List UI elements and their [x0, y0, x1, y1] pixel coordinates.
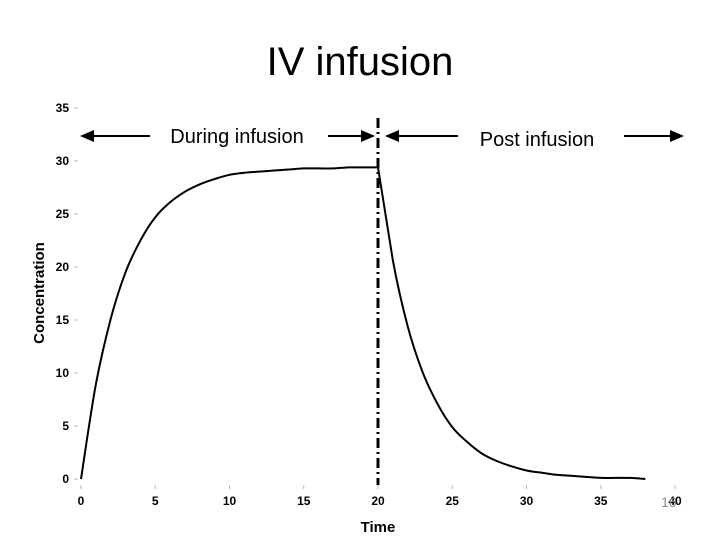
x-tick-label: 20	[371, 494, 385, 508]
arrow-left-icon	[80, 130, 94, 142]
slide-title: IV infusion	[266, 40, 454, 84]
arrow-left-icon	[385, 130, 399, 142]
during-infusion-label: During infusion	[170, 126, 303, 148]
arrow-right-icon	[361, 130, 375, 142]
x-tick-label: 15	[297, 494, 311, 508]
arrow-right-icon	[670, 130, 684, 142]
concentration-curve	[80, 166, 646, 480]
y-axis-ticks: 0 5 10 15 20 25 30 35	[56, 101, 78, 486]
y-axis-label: Concentration	[31, 242, 48, 344]
x-tick-label: 40	[668, 494, 682, 508]
y-tick-label: 15	[56, 313, 70, 327]
x-axis-ticks: 0 5 10 15 20 25 30 35 40	[78, 485, 682, 508]
x-tick-label: 0	[78, 494, 85, 508]
post-infusion-label: Post infusion	[480, 129, 595, 151]
x-tick-label: 35	[594, 494, 608, 508]
x-tick-label: 25	[446, 494, 460, 508]
during-infusion-annotation: During infusion	[80, 126, 375, 148]
page-number: 16	[661, 494, 677, 510]
y-tick-label: 25	[56, 207, 70, 221]
y-tick-label: 35	[56, 101, 70, 115]
y-tick-label: 10	[56, 366, 70, 380]
x-tick-label: 10	[223, 494, 237, 508]
y-tick-label: 20	[56, 260, 70, 274]
x-tick-label: 30	[520, 494, 534, 508]
y-tick-label: 5	[62, 419, 69, 433]
post-infusion-annotation: Post infusion	[385, 129, 684, 151]
y-tick-label: 0	[62, 472, 69, 486]
y-tick-label: 30	[56, 154, 70, 168]
x-axis-label: Time	[361, 519, 396, 536]
x-tick-label: 5	[152, 494, 159, 508]
